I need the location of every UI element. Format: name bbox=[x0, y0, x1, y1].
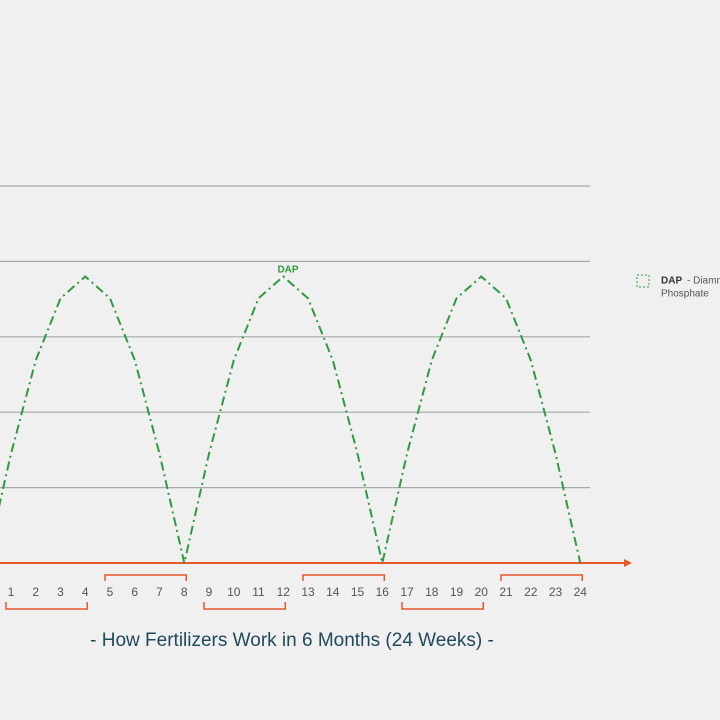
x-tick-label: 15 bbox=[351, 585, 365, 599]
month-bracket bbox=[104, 574, 187, 581]
month-bracket bbox=[401, 602, 484, 610]
x-tick-label: 6 bbox=[131, 585, 138, 599]
x-tick-label: 5 bbox=[107, 585, 114, 599]
x-tick-label: 10 bbox=[227, 585, 241, 599]
series-line bbox=[0, 275, 582, 564]
x-tick-label: 18 bbox=[425, 585, 439, 599]
legend-swatch bbox=[636, 274, 650, 288]
x-tick-label: 12 bbox=[277, 585, 291, 599]
axis-arrow bbox=[624, 559, 632, 567]
x-tick-label: 17 bbox=[400, 585, 414, 599]
x-tick-label: 19 bbox=[450, 585, 464, 599]
month-bracket bbox=[500, 574, 583, 581]
legend-label: DAP bbox=[661, 276, 682, 287]
x-tick-label: 16 bbox=[376, 585, 390, 599]
x-tick-label: 22 bbox=[524, 585, 538, 599]
x-tick-label: 11 bbox=[252, 585, 265, 599]
x-tick-label: 1 bbox=[8, 585, 15, 599]
x-tick-label: 21 bbox=[499, 585, 513, 599]
month-bracket bbox=[203, 602, 286, 610]
legend-description: - Diammonium bbox=[687, 276, 720, 287]
x-tick-label: 14 bbox=[326, 585, 340, 599]
x-tick-label: 23 bbox=[549, 585, 563, 599]
chart-title: - How Fertilizers Work in 6 Months (24 W… bbox=[90, 630, 494, 651]
x-tick-label: 3 bbox=[57, 585, 64, 599]
x-tick-label: 20 bbox=[475, 585, 489, 599]
month-bracket bbox=[5, 602, 88, 610]
x-tick-label: 24 bbox=[574, 585, 588, 599]
x-tick-label: 8 bbox=[181, 585, 188, 599]
x-tick-label: 2 bbox=[32, 585, 39, 599]
legend-description: Phosphate bbox=[661, 289, 709, 300]
x-tick-label: 4 bbox=[82, 585, 89, 599]
x-tick-label: 13 bbox=[301, 585, 315, 599]
x-tick-label: 9 bbox=[206, 585, 213, 599]
annotation: DAP bbox=[277, 265, 298, 276]
month-bracket bbox=[302, 574, 385, 581]
x-tick-label: 7 bbox=[156, 585, 163, 599]
